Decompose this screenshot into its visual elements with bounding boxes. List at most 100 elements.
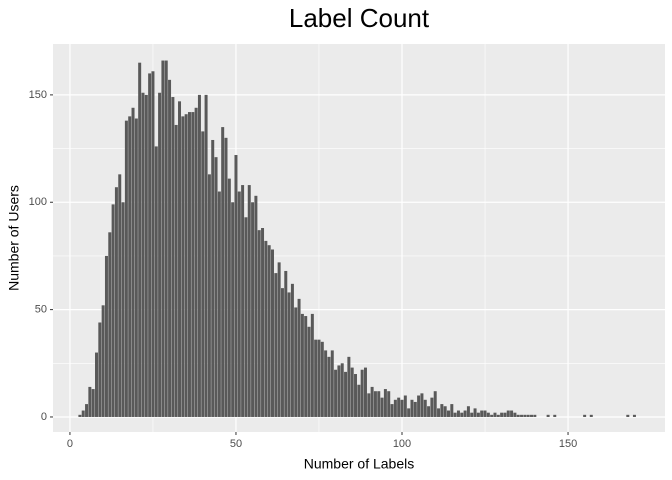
- bar: [446, 410, 450, 417]
- bar: [128, 116, 132, 417]
- bar: [261, 228, 265, 417]
- bar: [111, 204, 115, 417]
- bar: [427, 406, 431, 417]
- bar: [81, 410, 85, 417]
- x-tick-label: 0: [67, 438, 73, 450]
- bar: [632, 414, 636, 417]
- bar: [148, 73, 152, 417]
- bar: [413, 401, 417, 417]
- bar: [284, 270, 288, 417]
- bar: [486, 412, 490, 417]
- bar: [383, 389, 387, 417]
- bar: [423, 399, 427, 417]
- bar: [397, 397, 401, 417]
- bar: [207, 174, 211, 417]
- bar: [280, 288, 284, 417]
- bar: [267, 245, 271, 417]
- bar: [523, 414, 527, 417]
- bar: [380, 397, 384, 417]
- bar: [181, 116, 185, 417]
- bar: [297, 298, 301, 417]
- bar: [251, 202, 255, 417]
- y-tick-label: 50: [35, 304, 47, 316]
- bar: [271, 249, 274, 417]
- bar: [134, 118, 138, 417]
- bar: [450, 404, 454, 417]
- bar: [217, 191, 221, 417]
- bar: [277, 262, 281, 417]
- bar: [367, 393, 371, 417]
- bar: [211, 139, 215, 417]
- panel: [53, 44, 665, 432]
- bar: [480, 410, 484, 417]
- bar: [357, 384, 361, 417]
- bar: [327, 356, 331, 417]
- bar: [244, 217, 248, 417]
- bar: [237, 191, 241, 417]
- bar: [290, 283, 294, 417]
- bar: [304, 316, 308, 417]
- bar: [443, 406, 447, 417]
- bar: [78, 414, 82, 417]
- bar: [530, 414, 534, 417]
- bar: [194, 107, 198, 417]
- bar: [151, 71, 155, 417]
- bar: [393, 399, 397, 417]
- bar: [85, 404, 89, 417]
- bar: [91, 389, 95, 417]
- bar: [317, 339, 321, 417]
- bar: [164, 60, 168, 417]
- bar: [496, 414, 500, 417]
- bar: [131, 107, 135, 417]
- bar: [320, 341, 324, 417]
- y-axis-title: Number of Users: [6, 185, 22, 291]
- bar: [466, 406, 470, 417]
- bar: [264, 240, 268, 417]
- bar: [161, 60, 165, 417]
- bar: [254, 195, 258, 417]
- bar: [516, 414, 520, 417]
- bar: [390, 404, 394, 417]
- bar: [476, 412, 480, 417]
- bar: [440, 404, 444, 417]
- bar: [247, 185, 251, 417]
- bar: [330, 350, 334, 417]
- bar: [121, 202, 125, 417]
- bar: [503, 412, 507, 417]
- bar: [104, 255, 108, 417]
- bar: [463, 410, 467, 417]
- bar: [473, 408, 477, 417]
- bar: [430, 397, 434, 417]
- bar: [231, 202, 235, 417]
- bar: [158, 92, 162, 417]
- bar: [118, 174, 122, 417]
- bar: [407, 408, 411, 417]
- bar: [460, 412, 464, 417]
- bar: [470, 412, 474, 417]
- bar: [417, 395, 421, 417]
- bar: [324, 350, 328, 417]
- bar: [347, 356, 351, 417]
- bar: [138, 62, 142, 417]
- bar: [453, 412, 457, 417]
- bar: [227, 178, 231, 417]
- bar: [108, 232, 112, 417]
- x-tick-label: 50: [230, 438, 242, 450]
- bar: [533, 414, 537, 417]
- bar: [420, 393, 424, 417]
- bar: [360, 369, 364, 417]
- bar: [171, 97, 175, 417]
- bar: [314, 339, 318, 417]
- bar: [154, 146, 158, 417]
- bar: [101, 305, 105, 417]
- bar: [520, 414, 524, 417]
- bar: [456, 410, 460, 417]
- bar: [98, 322, 102, 417]
- bar: [114, 187, 118, 417]
- chart-title: Label Count: [289, 3, 430, 33]
- bar: [334, 369, 338, 417]
- bar: [224, 137, 228, 417]
- bar: [493, 412, 497, 417]
- bar: [191, 112, 195, 417]
